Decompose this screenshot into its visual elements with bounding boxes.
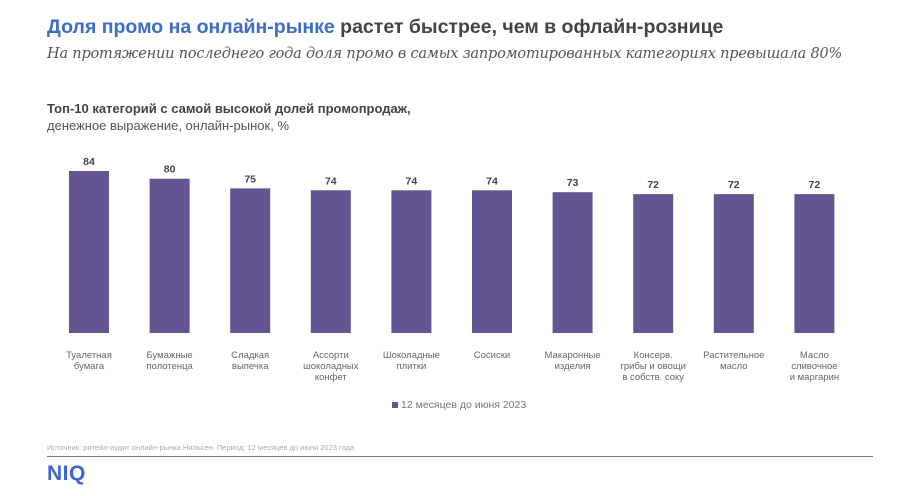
data-label: 74 xyxy=(325,175,337,187)
bar xyxy=(69,171,109,333)
category-label: Макаронные изделия xyxy=(545,350,601,372)
data-label: 72 xyxy=(647,179,659,191)
page-title-rest: растет быстрее, чем в офлайн-рознице xyxy=(334,16,724,38)
data-label: 84 xyxy=(83,156,95,168)
page-title-accent: Доля промо на онлайн-рынке xyxy=(47,16,335,38)
page-title: Доля промо на онлайн-рынке растет быстре… xyxy=(47,16,723,39)
legend-swatch xyxy=(392,402,398,408)
niq-logo: NIQ xyxy=(47,462,86,485)
chart-subtitle: денежное выражение, онлайн-рынок, % xyxy=(47,118,290,133)
bar xyxy=(149,178,190,333)
category-label: Консерв. грибы и овощи в собств. соку xyxy=(620,350,686,383)
bar xyxy=(310,190,351,333)
bar xyxy=(794,194,835,333)
data-label: 72 xyxy=(809,179,821,191)
bar xyxy=(713,194,754,333)
bar xyxy=(391,190,432,333)
data-label: 74 xyxy=(486,175,498,187)
category-label: Сладкая выпечка xyxy=(231,350,269,372)
page-subtitle: На протяжении последнего года доля промо… xyxy=(47,46,843,62)
bar xyxy=(230,188,271,333)
category-label: Масло сливочное и маргарин xyxy=(790,350,839,383)
category-label: Сосиски xyxy=(474,350,510,361)
category-label: Шоколадные плитки xyxy=(383,350,440,372)
data-label: 74 xyxy=(406,175,418,187)
legend-label: 12 месяцев до июня 2023 xyxy=(401,399,527,411)
category-label: Растительное масло xyxy=(703,350,764,372)
category-label: Туалетная бумага xyxy=(66,350,112,372)
chart-title: Топ-10 категорий с самой высокой долей п… xyxy=(47,101,411,116)
bar-chart: 84 Туалетная бумага 80 Бумажные полотенца 75 Сл… xyxy=(66,156,839,383)
data-label: 80 xyxy=(164,164,176,176)
category-label: Ассорти шоколадных конфет xyxy=(303,350,359,383)
footer-divider xyxy=(47,456,873,457)
data-label: 73 xyxy=(567,177,579,189)
category-label: Бумажные полотенца xyxy=(146,350,193,372)
bar xyxy=(552,192,593,333)
data-label: 72 xyxy=(728,179,740,191)
bar xyxy=(633,194,674,333)
chart-legend: 12 месяцев до июня 2023 xyxy=(392,399,526,411)
bar xyxy=(472,190,512,333)
data-label: 75 xyxy=(244,173,256,185)
source-note: Источник: ритейл-аудит онлайн-рынка Ниль… xyxy=(47,443,355,452)
